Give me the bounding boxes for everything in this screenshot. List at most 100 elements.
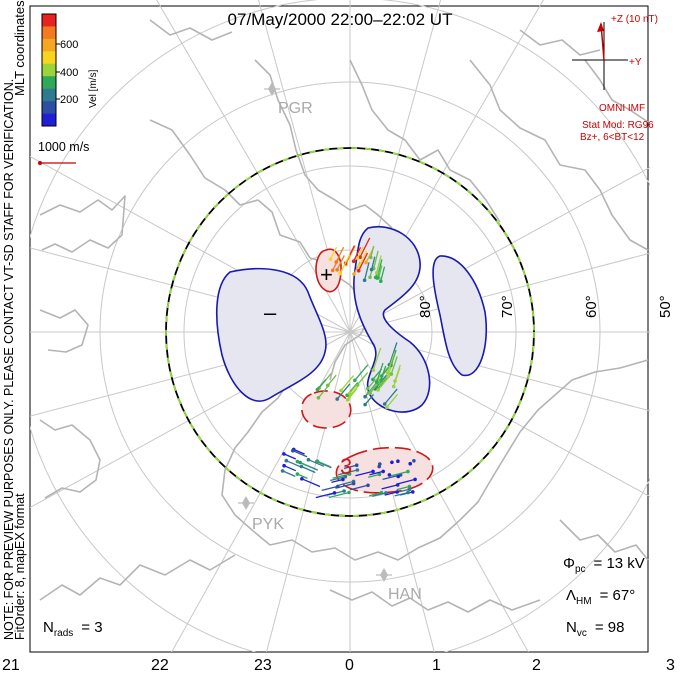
colorbar-cell <box>42 113 56 127</box>
velocity-vector <box>282 470 296 477</box>
station-label-pyk: PYK <box>252 516 284 533</box>
velocity-vector-origin <box>365 386 370 391</box>
station-pyk: PYK <box>238 496 284 533</box>
velocity-vector-origin <box>291 448 295 453</box>
velocity-vector-origin <box>378 382 383 387</box>
velocity-vector <box>369 470 384 476</box>
velocity-vector <box>376 259 383 279</box>
velocity-vector <box>317 460 331 468</box>
velocity-vector <box>358 251 368 267</box>
velocity-vector-origin <box>407 484 412 489</box>
contour-label-three: 3 <box>340 454 352 479</box>
velocity-vector <box>396 485 410 491</box>
velocity-vector <box>331 478 344 484</box>
velocity-vector-origin <box>395 483 400 487</box>
velocity-vector-origin <box>362 278 367 283</box>
velocity-vector-origin <box>325 383 330 388</box>
velocity-vector <box>355 470 374 477</box>
stat-n-vc: Nvc = 98 <box>566 619 624 639</box>
dawn-cell-positive <box>353 225 431 413</box>
minus-marker: – <box>264 300 277 325</box>
velocity-vector-origin <box>387 473 392 477</box>
velocity-vector <box>390 356 398 375</box>
stat-lambda-hm: ΛHM = 67° <box>566 587 635 607</box>
svg-text:Nvc= 98: Nvc = 98 <box>566 619 624 639</box>
stat-n-rads: Nrads = 3 <box>43 619 103 639</box>
velocity-vector <box>368 473 380 478</box>
velocity-vector <box>327 374 337 386</box>
velocity-vector <box>356 372 369 386</box>
velocity-vector <box>343 464 357 470</box>
velocity-vector-origin <box>352 272 356 276</box>
velocity-vector <box>332 473 350 479</box>
velocity-vector-origin <box>343 474 348 479</box>
velocity-vector-origin <box>315 459 320 464</box>
velocity-vector <box>353 247 362 262</box>
velocity-vector-origin <box>381 469 386 474</box>
imf-source: OMNI IMF <box>599 103 645 114</box>
velocity-vector-origin <box>300 477 304 481</box>
svg-text:ΛHM= 67°: ΛHM = 67° <box>566 587 635 607</box>
imf-condition: Bz+, 6<BT<12 <box>580 132 645 143</box>
velocity-vector <box>359 237 371 258</box>
velocity-vector-origin <box>406 490 410 495</box>
velocity-vector-origin <box>406 469 410 474</box>
stat-phi-pc: Φpc = 13 kV <box>563 555 645 575</box>
velocity-vector-origin <box>389 372 394 376</box>
velocity-vector-origin <box>330 268 335 273</box>
velocity-vector-origin <box>385 371 390 375</box>
velocity-vector-origin <box>407 487 412 492</box>
reverse-cell-plus <box>315 248 342 293</box>
velocity-vector-origin <box>295 459 300 464</box>
lat-label-50: 50° <box>657 295 674 318</box>
velocity-vector-origin <box>369 255 373 260</box>
velocity-vector <box>390 349 397 366</box>
velocity-vector-origin <box>393 379 397 383</box>
velocity-vector-origin <box>384 491 388 495</box>
velocity-vector-origin <box>373 275 378 280</box>
fit-order-note: FitOrder: 8, mapEX format <box>13 493 27 640</box>
velocity-vector-origin <box>316 396 321 400</box>
velocity-vector-origin <box>369 267 374 272</box>
velocity-vector-origin <box>411 490 415 494</box>
velocity-vector-origin <box>408 461 413 466</box>
velocity-vector-origin <box>354 463 359 468</box>
velocity-vector-origin <box>379 378 383 382</box>
velocity-vector <box>293 448 305 455</box>
velocity-vector <box>335 246 345 263</box>
coordinate-system-label: MLT coordinates <box>12 0 27 96</box>
velocity-vector-origin <box>282 463 286 468</box>
velocity-vector <box>380 365 387 381</box>
velocity-vector-origin <box>386 374 390 379</box>
velocity-vector-origin <box>335 397 340 401</box>
velocity-vector-origin <box>366 483 370 488</box>
velocity-vector-origin <box>368 391 372 396</box>
colorbar-tick-200: 200 <box>60 94 78 106</box>
velocity-vector-origin <box>284 458 289 463</box>
velocity-vector-origin <box>363 402 367 407</box>
velocity-vector <box>372 492 387 497</box>
colorbar-cell <box>42 51 56 65</box>
coastlines <box>39 19 649 613</box>
velocity-vector-origin <box>355 468 360 472</box>
velocity-vector-origin <box>280 469 285 473</box>
velocity-vector <box>329 246 338 260</box>
velocity-vector-origin <box>395 490 399 494</box>
velocity-vector-origin <box>347 490 351 495</box>
velocity-vector <box>386 352 396 374</box>
mlt-label-0: 0 <box>345 657 354 674</box>
velocity-vector-origin <box>345 398 350 402</box>
velocity-vector-origin <box>332 491 337 495</box>
preview-note: NOTE: FOR PREVIEW PURPOSES ONLY. PLEASE … <box>2 79 16 640</box>
imf-z-label: +Z (10 nT) <box>611 14 658 25</box>
velocity-vector <box>339 254 351 274</box>
velocity-vector-origin <box>341 477 345 482</box>
imf-stat-model: Stat Mod: RG96 <box>582 120 654 131</box>
mlt-label-23: 23 <box>254 657 272 674</box>
velocity-vector-origin <box>351 481 356 486</box>
velocity-vector <box>301 478 321 488</box>
colorbar-tick-400: 400 <box>60 67 78 79</box>
velocity-vector <box>350 484 369 491</box>
plus-marker: + <box>320 262 333 287</box>
velocity-vector-origin <box>355 256 360 260</box>
